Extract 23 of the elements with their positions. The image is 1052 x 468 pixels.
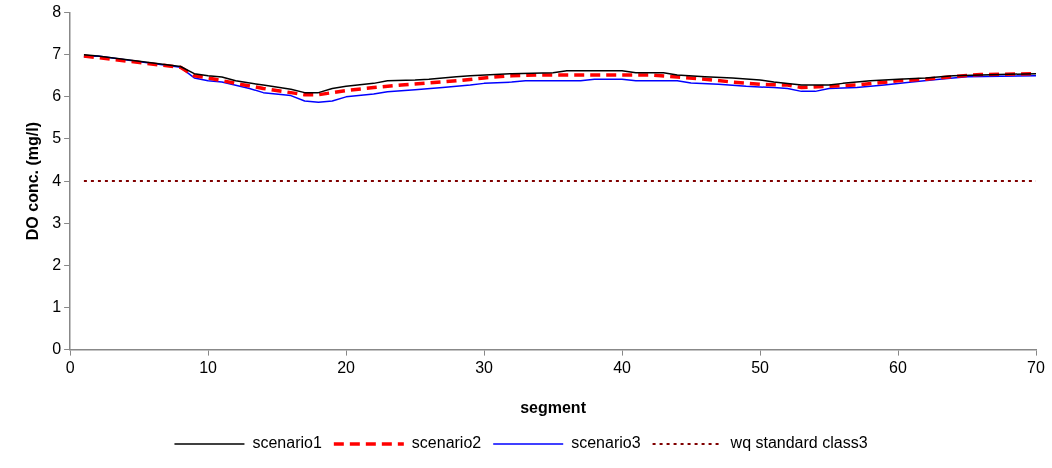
y-tick-label: 8 bbox=[52, 3, 62, 21]
x-tick-label: 30 bbox=[475, 358, 494, 376]
x-tick-label: 60 bbox=[889, 358, 908, 376]
y-tick-label: 4 bbox=[52, 171, 62, 189]
y-tick-label: 2 bbox=[52, 255, 62, 273]
y-tick-label: 1 bbox=[52, 297, 62, 315]
x-axis-title: segment bbox=[520, 398, 587, 416]
x-tick-label: 70 bbox=[1027, 358, 1045, 376]
x-tick-label: 20 bbox=[337, 358, 356, 376]
x-tick-label: 40 bbox=[613, 358, 632, 376]
y-axis-title: DO conc. (mg/l) bbox=[24, 121, 42, 241]
legend-label: scenario3 bbox=[571, 434, 641, 452]
y-tick-label: 6 bbox=[52, 87, 62, 105]
y-tick-label: 0 bbox=[52, 340, 62, 358]
y-tick-label: 5 bbox=[52, 129, 62, 147]
x-tick-label: 0 bbox=[65, 358, 75, 376]
x-tick-label: 50 bbox=[751, 358, 770, 376]
legend-label: scenario1 bbox=[252, 434, 322, 452]
x-tick-label: 10 bbox=[199, 358, 218, 376]
y-tick-label: 3 bbox=[52, 213, 62, 231]
legend-label: wq standard class3 bbox=[729, 434, 868, 452]
y-tick-label: 7 bbox=[52, 45, 62, 63]
legend-label: scenario2 bbox=[411, 434, 482, 452]
